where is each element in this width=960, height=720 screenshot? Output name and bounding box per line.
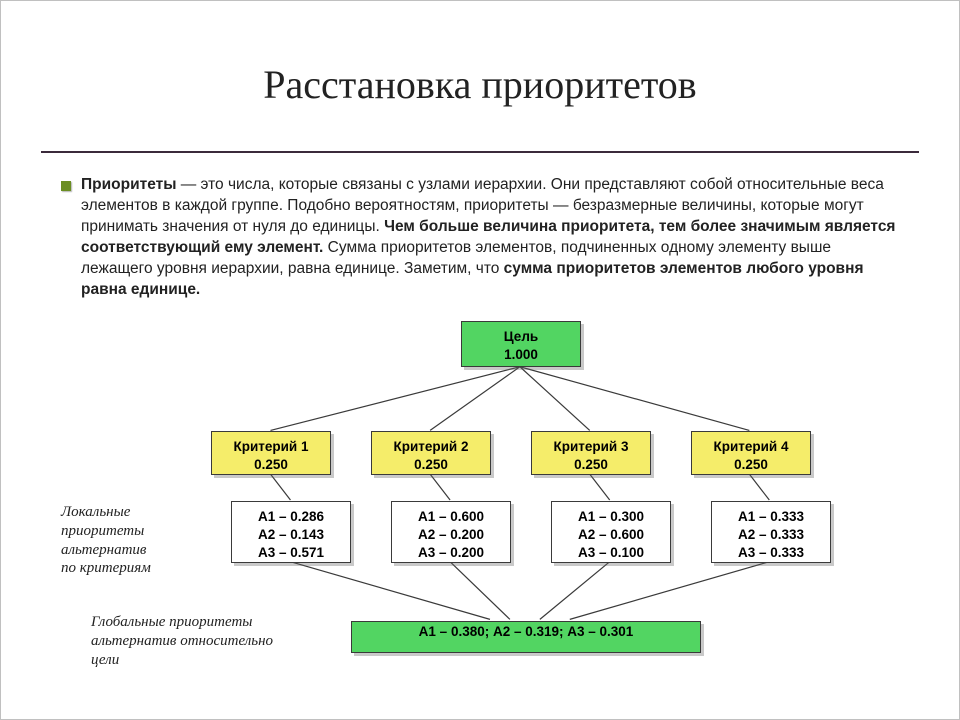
criterion-node-2: Критерий 2 0.250	[371, 431, 491, 475]
local-priorities-node-1: А1 – 0.286 А2 – 0.143 А3 – 0.571	[231, 501, 351, 563]
page-title: Расстановка приоритетов	[1, 61, 959, 108]
criterion-node-4: Критерий 4 0.250	[691, 431, 811, 475]
slide: Расстановка приоритетов Приоритеты — это…	[0, 0, 960, 720]
intro-paragraph: Приоритеты — это числа, которые связаны …	[81, 175, 899, 301]
criterion-node-1: Критерий 1 0.250	[211, 431, 331, 475]
hierarchy-diagram: Цель 1.000 Критерий 1 0.250 Критерий 2 0.2…	[61, 321, 899, 689]
bullet-icon	[61, 181, 71, 191]
side-label-global-priorities: Глобальные приоритеты альтернатив относи…	[91, 613, 273, 669]
local-priorities-node-3: А1 – 0.300 А2 – 0.600 А3 – 0.100	[551, 501, 671, 563]
goal-node: Цель 1.000	[461, 321, 581, 367]
local-priorities-node-4: А1 – 0.333 А2 – 0.333 А3 – 0.333	[711, 501, 831, 563]
local-priorities-node-2: А1 – 0.600 А2 – 0.200 А3 – 0.200	[391, 501, 511, 563]
side-label-local-priorities: Локальные приоритеты альтернатив по крит…	[61, 503, 151, 578]
divider	[41, 151, 919, 153]
criterion-node-3: Критерий 3 0.250	[531, 431, 651, 475]
global-priorities-node: А1 – 0.380; А2 – 0.319; А3 – 0.301	[351, 621, 701, 653]
